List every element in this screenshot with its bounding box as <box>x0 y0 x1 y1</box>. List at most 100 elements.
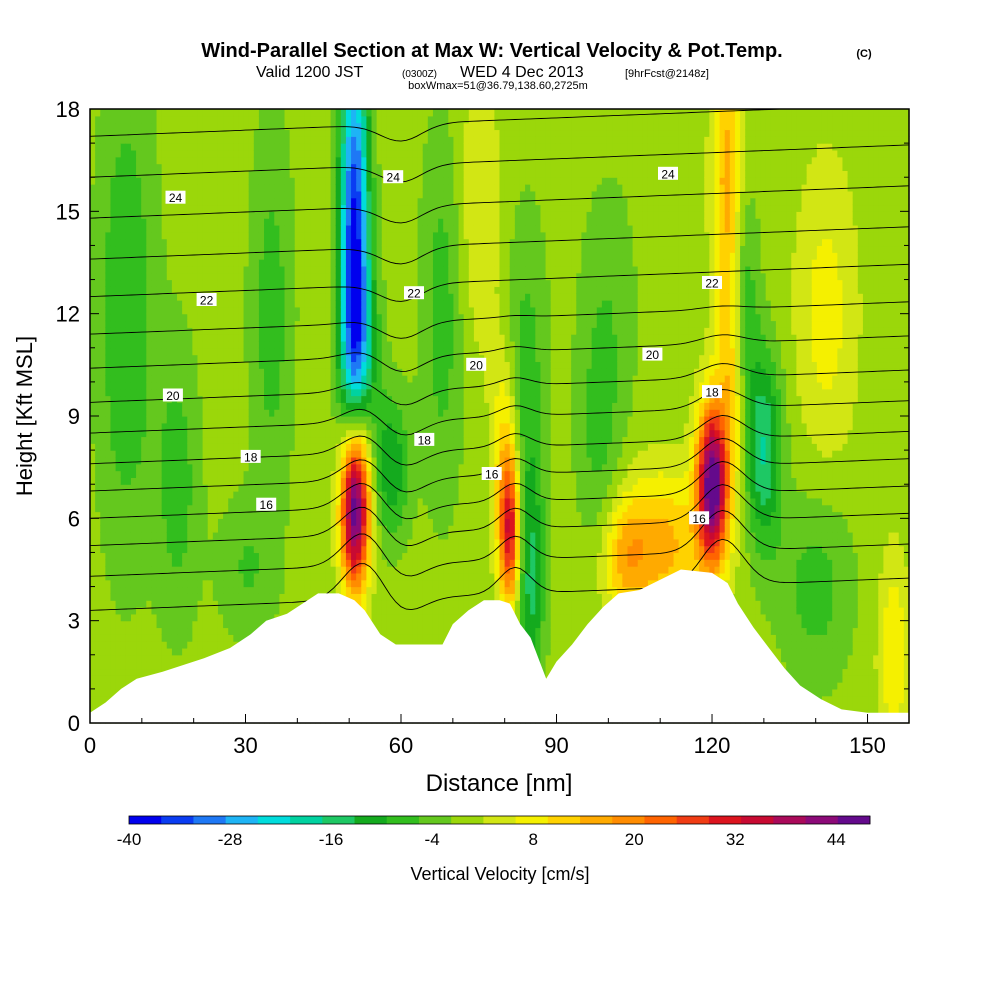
field-cell <box>110 463 117 472</box>
field-cell <box>125 388 132 397</box>
field-cell <box>105 388 112 397</box>
field-cell <box>264 334 270 342</box>
field-cell <box>243 149 250 158</box>
field-cell <box>166 436 173 444</box>
field-cell <box>100 572 106 581</box>
field-cell <box>366 375 373 383</box>
field-cell <box>269 484 275 492</box>
field-cell <box>105 354 112 363</box>
field-cell <box>248 204 255 212</box>
field-cell <box>284 402 291 410</box>
field-cell <box>228 238 234 247</box>
field-cell <box>351 245 357 253</box>
field-cell <box>325 586 332 594</box>
field-cell <box>120 109 127 117</box>
field-cell <box>238 538 245 547</box>
field-cell <box>207 518 214 526</box>
field-cell <box>284 538 291 547</box>
field-cell <box>166 109 173 117</box>
field-cell <box>110 647 117 656</box>
field-cell <box>125 184 132 192</box>
field-cell <box>223 211 229 219</box>
field-cell <box>371 538 378 547</box>
field-cell <box>228 163 234 171</box>
field-cell <box>279 525 286 533</box>
field-cell <box>228 559 234 567</box>
field-cell <box>325 361 332 369</box>
field-cell <box>371 593 378 601</box>
field-cell <box>166 320 173 328</box>
field-cell <box>182 600 188 608</box>
field-cell <box>192 422 199 431</box>
field-cell <box>340 409 347 417</box>
field-cell <box>356 538 362 547</box>
field-cell <box>274 456 280 465</box>
field-cell <box>366 538 373 547</box>
field-cell <box>335 538 342 547</box>
field-cell <box>202 647 209 656</box>
field-cell <box>141 279 147 287</box>
field-cell <box>115 531 122 540</box>
field-cell <box>351 538 357 547</box>
field-cell <box>356 286 362 294</box>
field-cell <box>110 279 117 287</box>
field-cell <box>340 177 347 185</box>
field-cell <box>177 231 183 240</box>
field-cell <box>269 545 275 554</box>
field-cell <box>294 525 301 533</box>
field-cell <box>217 477 224 485</box>
field-cell <box>238 156 245 165</box>
field-cell <box>125 470 132 478</box>
field-cell <box>146 484 153 492</box>
field-cell <box>192 470 199 478</box>
field-cell <box>136 545 142 554</box>
field-cell <box>304 177 311 185</box>
field-cell <box>320 334 327 342</box>
field-cell <box>177 320 183 328</box>
field-cell <box>325 388 332 397</box>
field-cell <box>340 143 347 151</box>
field-cell <box>120 381 127 390</box>
field-cell <box>315 470 321 478</box>
field-cell <box>340 259 347 267</box>
field-cell <box>156 115 163 124</box>
field-cell <box>243 354 250 363</box>
field-cell <box>315 484 321 492</box>
field-cell <box>151 177 158 185</box>
field-cell <box>325 245 332 253</box>
field-cell <box>151 252 158 260</box>
field-cell <box>294 491 301 499</box>
field-cell <box>279 429 286 438</box>
field-cell <box>320 177 327 185</box>
field-cell <box>146 218 153 226</box>
field-cell <box>197 531 204 540</box>
field-cell <box>269 531 275 540</box>
field-cell <box>95 436 101 444</box>
field-cell <box>120 347 127 356</box>
field-cell <box>299 184 306 192</box>
field-cell <box>248 279 255 287</box>
field-cell <box>100 245 106 253</box>
field-cell <box>228 600 234 608</box>
field-cell <box>223 320 229 328</box>
field-cell <box>233 163 240 171</box>
field-cell <box>253 122 260 131</box>
field-cell <box>156 647 163 656</box>
field-cell <box>125 265 132 274</box>
field-cell <box>90 129 96 137</box>
field-cell <box>233 559 240 567</box>
field-cell <box>345 143 352 151</box>
field-cell <box>366 545 373 554</box>
field-cell <box>177 661 183 670</box>
field-cell <box>299 525 306 533</box>
field-cell <box>130 320 137 328</box>
field-cell <box>243 136 250 144</box>
field-cell <box>269 156 275 165</box>
field-cell <box>264 177 270 185</box>
field-cell <box>125 497 132 506</box>
field-cell <box>356 484 362 492</box>
field-cell <box>248 470 255 478</box>
field-cell <box>366 504 373 513</box>
field-cell <box>274 170 280 178</box>
field-cell <box>310 163 316 171</box>
